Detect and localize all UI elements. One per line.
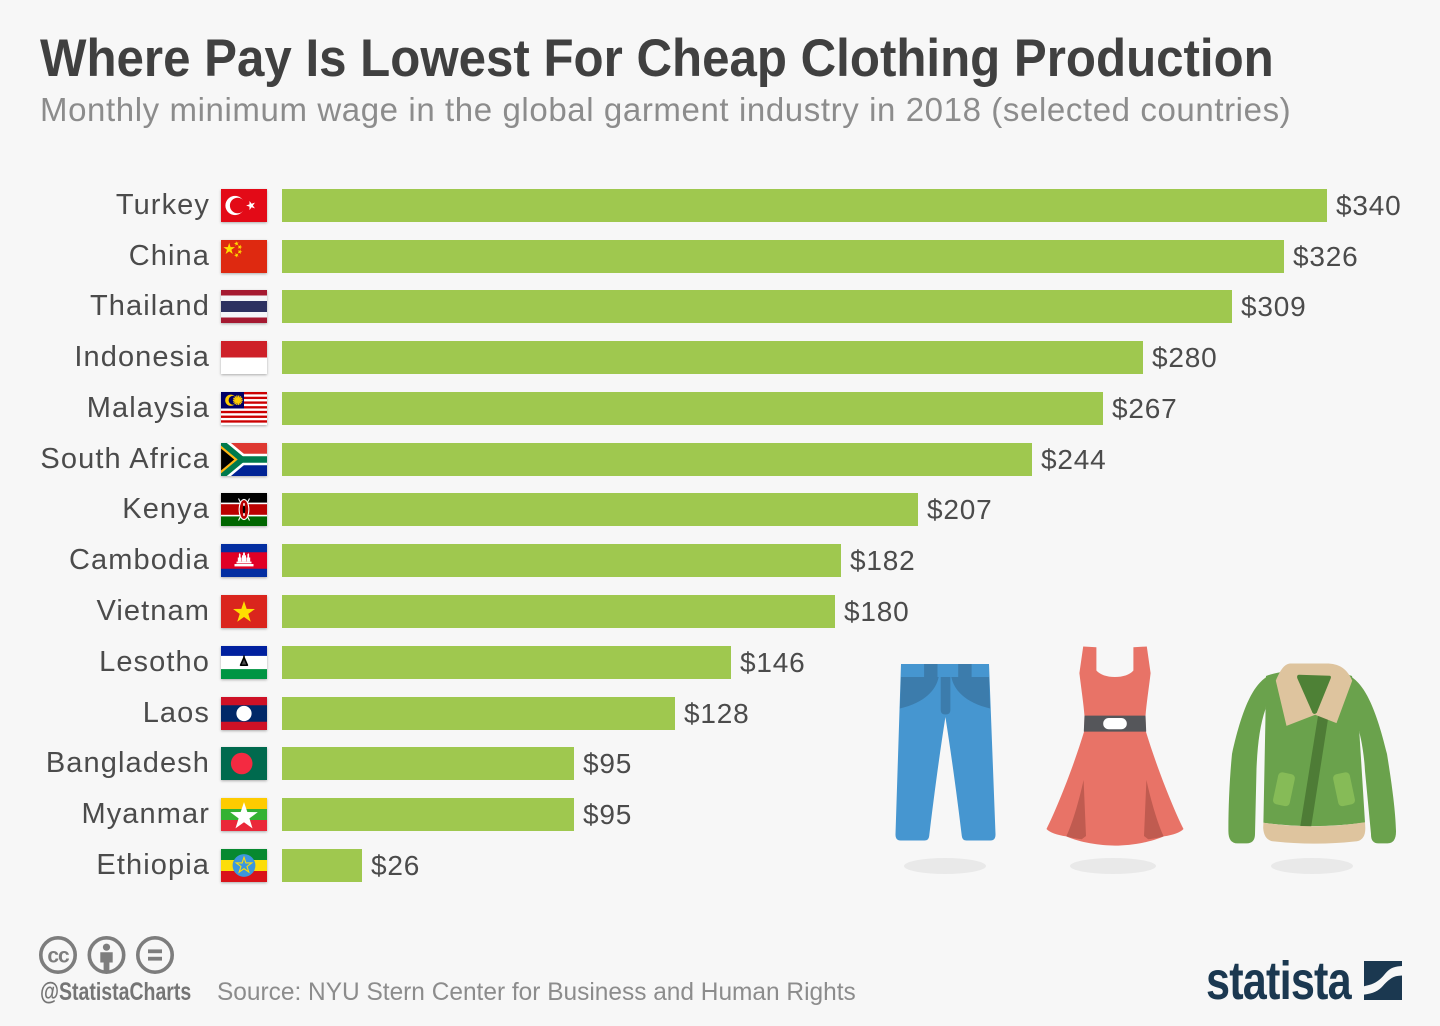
svg-text:cc: cc [47,945,70,968]
